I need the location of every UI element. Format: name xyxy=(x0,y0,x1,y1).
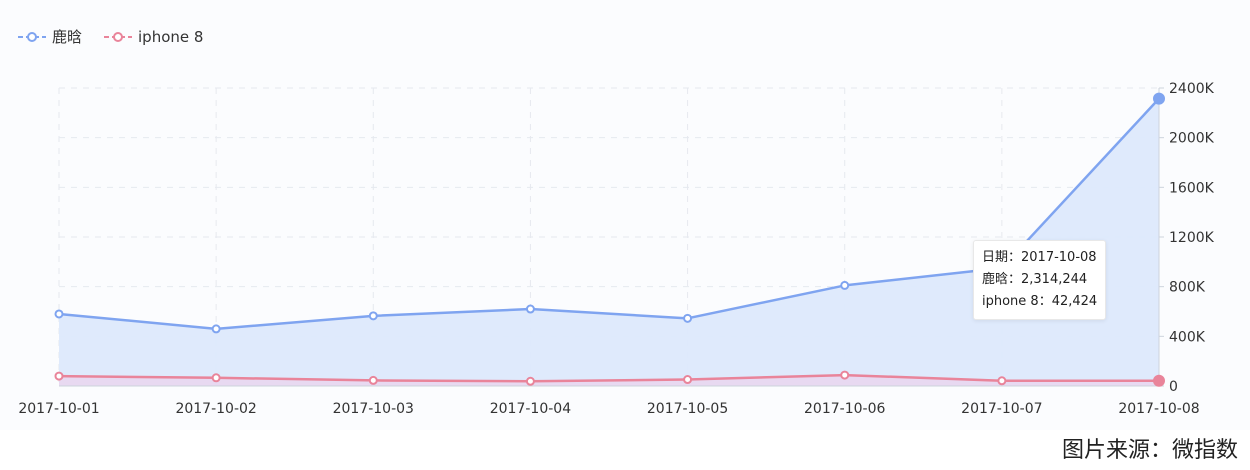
tooltip-date: 日期：2017-10-08 xyxy=(982,250,1097,265)
x-tick-label-0: 2017-10-01 xyxy=(18,401,99,417)
y-tick-label-2: 800K xyxy=(1169,280,1206,296)
image-source: 图片来源：微指数 xyxy=(1061,438,1238,463)
y-tick-label-6: 2400K xyxy=(1169,81,1215,97)
series-1-point-5 xyxy=(840,370,850,380)
line-chart: 0 400K 800K 1200K 1600K 2000K 2400K 2017-10-01 2… xyxy=(18,81,1215,417)
series-0-point-2 xyxy=(368,311,378,321)
y-tick-label-4: 1600K xyxy=(1169,180,1215,196)
chart-panel: 鹿晗 iphone 8 0 400K 800K 1200K 1600K 2000K 2400… xyxy=(18,26,1215,417)
series-1-point-0 xyxy=(54,371,64,381)
x-tick-label-6: 2017-10-07 xyxy=(961,401,1042,417)
series-0-point-0 xyxy=(54,309,64,319)
x-tick-label-5: 2017-10-06 xyxy=(804,401,885,417)
legend: 鹿晗 iphone 8 xyxy=(18,26,203,47)
series-0-point-4 xyxy=(683,313,693,323)
x-tick-label-1: 2017-10-02 xyxy=(175,401,256,417)
x-tick-label-2: 2017-10-03 xyxy=(333,401,414,417)
x-tick-label-4: 2017-10-05 xyxy=(647,401,728,417)
tooltip-series-iphone8: iphone 8：42,424 xyxy=(982,294,1098,309)
legend-swatch-iphone8 xyxy=(104,31,133,43)
legend-item-iphone8[interactable]: iphone 8 xyxy=(104,28,203,46)
legend-swatch-luhan xyxy=(18,31,46,43)
y-tick-label-3: 1200K xyxy=(1169,230,1215,246)
x-tick-label-7: 2017-10-08 xyxy=(1118,401,1199,417)
series-1-point-3 xyxy=(525,376,535,386)
series-0-point-7 xyxy=(1153,92,1165,105)
series-0-point-5 xyxy=(840,280,850,290)
series-1-point-7 xyxy=(1153,374,1165,387)
legend-label-iphone8: iphone 8 xyxy=(138,27,204,46)
series-line-1 xyxy=(58,373,1160,383)
tooltip-series-luhan: 鹿晗：2,314,244 xyxy=(982,272,1088,287)
legend-item-luhan[interactable]: 鹿晗 xyxy=(18,26,82,47)
series-0-point-3 xyxy=(525,304,535,314)
y-tick-label-0: 0 xyxy=(1169,379,1178,395)
series-area-0 xyxy=(59,98,1159,386)
x-tick-label-3: 2017-10-04 xyxy=(490,401,571,417)
series-1-point-4 xyxy=(683,375,693,385)
y-tick-label-5: 2000K xyxy=(1169,131,1215,147)
series-1-point-1 xyxy=(211,373,221,383)
tooltip: 日期：2017-10-08 鹿晗：2,314,244 iphone 8：42,4… xyxy=(973,240,1107,320)
series-0-point-1 xyxy=(211,324,221,334)
series-1-point-6 xyxy=(997,376,1007,386)
series-1-point-2 xyxy=(368,375,378,385)
legend-label-luhan: 鹿晗 xyxy=(52,28,83,46)
y-tick-label-1: 400K xyxy=(1169,329,1206,345)
